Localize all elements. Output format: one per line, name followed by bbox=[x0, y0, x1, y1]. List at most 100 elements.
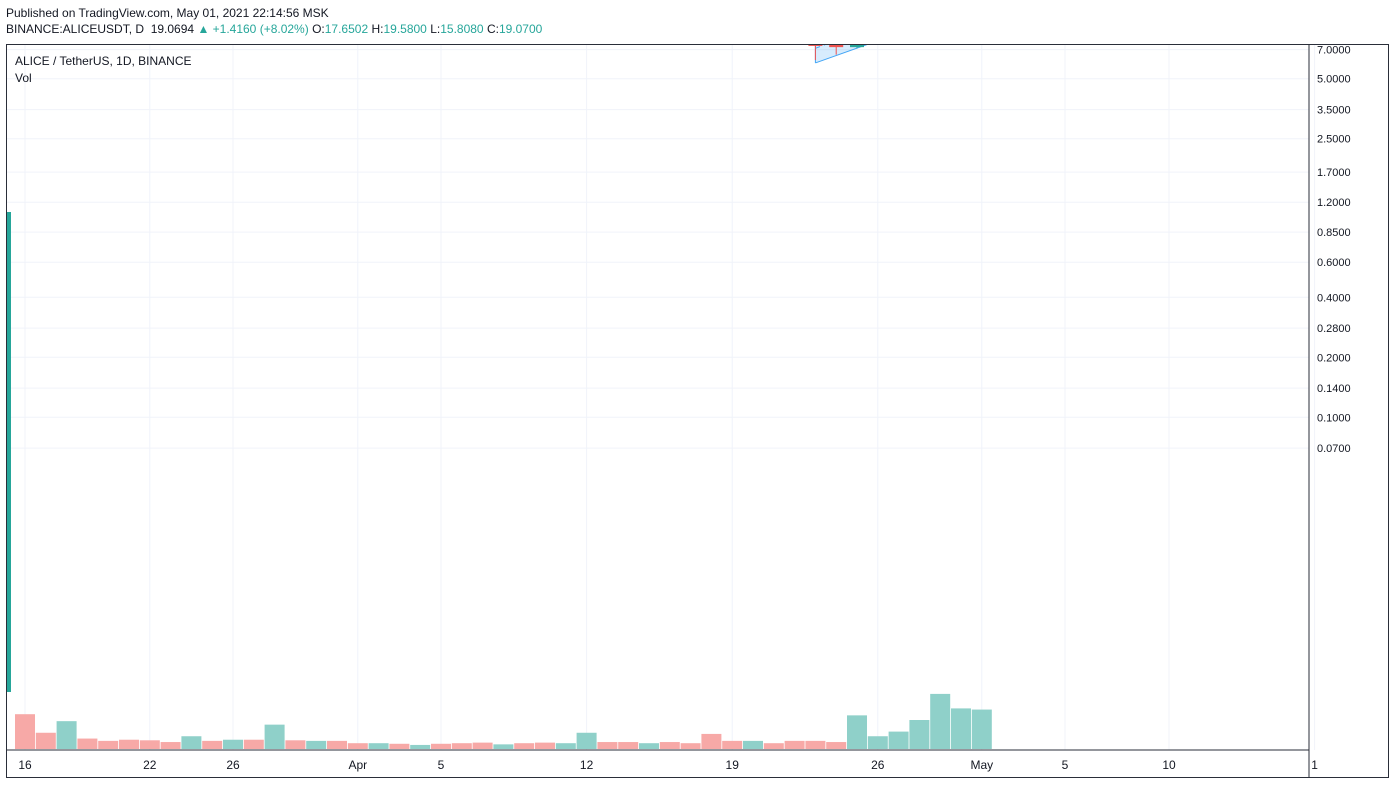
x-tick-label: 1 bbox=[1311, 758, 1318, 772]
x-tick-label: May bbox=[970, 758, 993, 772]
volume-bar bbox=[139, 740, 160, 749]
volume-bar bbox=[597, 742, 618, 749]
x-tick-label: 10 bbox=[1162, 758, 1176, 772]
volume-bar bbox=[867, 736, 888, 749]
x-tick-label: 26 bbox=[226, 758, 240, 772]
high-label: H: bbox=[371, 22, 384, 36]
volume-bar bbox=[576, 732, 597, 749]
parallel-channel bbox=[814, 45, 868, 64]
y-tick-label: 0.1000 bbox=[1317, 412, 1351, 424]
x-tick-label: 5 bbox=[438, 758, 445, 772]
candle bbox=[829, 45, 844, 55]
volume-bar bbox=[826, 742, 847, 749]
chart-header: Published on TradingView.com, May 01, 20… bbox=[6, 5, 542, 37]
volume-bar bbox=[202, 740, 223, 749]
channel-fill bbox=[815, 45, 866, 63]
candle-body bbox=[808, 45, 823, 46]
y-tick-label: 0.4000 bbox=[1317, 292, 1351, 304]
close-label: C: bbox=[486, 22, 499, 36]
y-tick-label: 0.2000 bbox=[1317, 352, 1351, 364]
price-chart[interactable]: 7.0000 5.0000 3.5000 2.5000 1.7000 1.2000 0.85… bbox=[7, 45, 1388, 777]
x-tick-label: 22 bbox=[143, 758, 157, 772]
x-tick-label: 19 bbox=[726, 758, 740, 772]
candle bbox=[808, 45, 823, 61]
x-tick-label: Apr bbox=[348, 758, 367, 772]
volume-bar bbox=[160, 742, 181, 749]
volume-bar bbox=[451, 743, 472, 749]
x-tick-label: 5 bbox=[1062, 758, 1069, 772]
volume-bar bbox=[181, 736, 202, 749]
volume-bar bbox=[514, 743, 535, 749]
volume-bar bbox=[743, 740, 763, 749]
chart-legend: ALICE / TetherUS, 1D, BINANCE Vol bbox=[15, 53, 192, 87]
y-tick-label: 1.2000 bbox=[1317, 197, 1351, 209]
y-tick-label: 0.0700 bbox=[1317, 443, 1351, 455]
volume-bar bbox=[680, 743, 701, 749]
close-value: 19.0700 bbox=[498, 22, 543, 36]
volume-bars bbox=[15, 693, 992, 749]
volume-bar bbox=[223, 739, 243, 749]
volume-bar bbox=[56, 721, 77, 749]
volume-bar bbox=[951, 708, 971, 749]
x-tick-label: 12 bbox=[580, 758, 594, 772]
symbol-label: BINANCE:ALICEUSDT, D bbox=[6, 22, 145, 36]
x-tick-label: 16 bbox=[18, 758, 32, 772]
volume-bar bbox=[535, 742, 555, 749]
chart-frame bbox=[6, 44, 1389, 778]
high-value: 19.5800 bbox=[383, 22, 427, 36]
published-caption: Published on TradingView.com, May 01, 20… bbox=[6, 6, 329, 20]
volume-bar bbox=[327, 740, 347, 749]
volume-bar bbox=[285, 740, 306, 749]
y-tick-label: 0.2800 bbox=[1317, 323, 1351, 335]
x-tick-label: 26 bbox=[871, 758, 885, 772]
volume-bar bbox=[389, 743, 410, 749]
volume-bar bbox=[243, 739, 264, 749]
grid-lines bbox=[7, 45, 1316, 750]
volume-bar bbox=[555, 743, 576, 749]
y-tick-label: 0.8500 bbox=[1317, 227, 1351, 239]
volume-bar bbox=[971, 709, 992, 749]
y-tick-label: 5.0000 bbox=[1317, 74, 1351, 86]
volume-bar bbox=[347, 743, 368, 749]
channel-lower-line bbox=[815, 45, 868, 64]
volume-bar bbox=[431, 743, 451, 749]
last-price: 19.0694 bbox=[150, 22, 195, 36]
volume-bar bbox=[119, 739, 139, 749]
open-label: O: bbox=[312, 22, 325, 36]
volume-bar bbox=[77, 738, 98, 749]
legend-volume: Vol bbox=[15, 71, 32, 85]
candle-body bbox=[829, 45, 844, 48]
legend-title: ALICE / TetherUS, 1D, BINANCE bbox=[15, 54, 192, 68]
y-tick-label: 0.1400 bbox=[1317, 383, 1351, 395]
volume-bar bbox=[888, 731, 909, 749]
candle-body bbox=[850, 45, 864, 48]
volume-bar bbox=[930, 693, 951, 749]
volume-bar bbox=[909, 720, 930, 749]
series-start-bar bbox=[7, 212, 11, 692]
volume-bar bbox=[659, 742, 680, 749]
volume-bar bbox=[722, 740, 743, 749]
volume-bar bbox=[805, 740, 826, 749]
volume-bar bbox=[784, 740, 805, 749]
volume-bar bbox=[847, 715, 867, 749]
y-tick-label: 0.6000 bbox=[1317, 257, 1351, 269]
volume-bar bbox=[618, 742, 639, 749]
volume-bar bbox=[306, 740, 327, 749]
low-value: 15.8080 bbox=[440, 22, 484, 36]
volume-bar bbox=[368, 743, 389, 749]
symbol-ohlc-line: BINANCE:ALICEUSDT, D 19.0694 ▲ +1.4160 (… bbox=[6, 21, 542, 37]
y-tick-label: 2.5000 bbox=[1317, 134, 1351, 146]
volume-bar bbox=[639, 743, 659, 749]
volume-bar bbox=[410, 744, 431, 749]
volume-bar bbox=[763, 743, 784, 749]
y-tick-label: 3.5000 bbox=[1317, 105, 1351, 117]
low-label: L: bbox=[430, 22, 441, 36]
y-tick-label: 1.7000 bbox=[1317, 167, 1351, 179]
candle bbox=[850, 45, 864, 49]
volume-bar bbox=[472, 742, 493, 749]
price-change: ▲ +1.4160 (+8.02%) bbox=[197, 22, 309, 36]
candles bbox=[808, 45, 864, 61]
volume-bar bbox=[493, 744, 514, 749]
open-value: 17.6502 bbox=[324, 22, 369, 36]
volume-bar bbox=[98, 740, 119, 749]
